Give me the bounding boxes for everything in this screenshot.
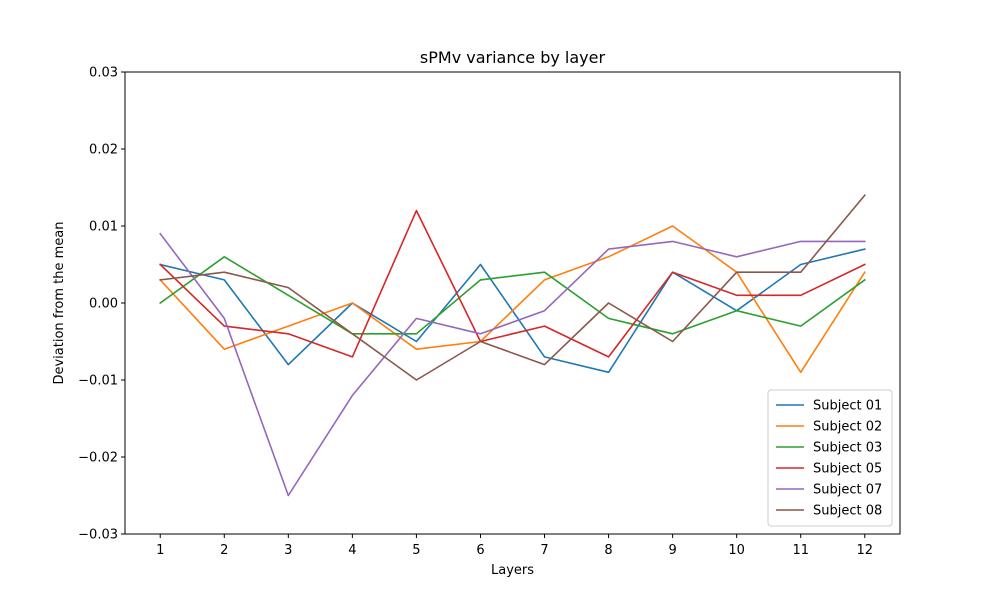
legend-label: Subject 03 bbox=[813, 441, 882, 456]
legend-label: Subject 07 bbox=[813, 483, 882, 498]
legend: Subject 01 Subject 02 Subject 03 Subject 05… bbox=[767, 389, 893, 527]
series-line-5 bbox=[159, 232, 866, 497]
legend-label: Subject 08 bbox=[813, 504, 882, 519]
y-tick-label: −0.01 bbox=[78, 374, 118, 389]
x-tick-label: 3 bbox=[284, 543, 292, 558]
x-tick-label: 7 bbox=[540, 543, 548, 558]
series-line-3 bbox=[159, 255, 866, 335]
x-tick-label: 8 bbox=[604, 543, 612, 558]
x-tick-label: 1 bbox=[156, 543, 164, 558]
y-tick-label: 0.00 bbox=[89, 297, 118, 312]
x-tick-label: 12 bbox=[856, 543, 873, 558]
legend-box bbox=[767, 389, 893, 527]
y-axis-label: Deviation from the mean bbox=[52, 221, 67, 384]
legend-label: Subject 02 bbox=[813, 420, 882, 435]
plot-frame bbox=[124, 71, 901, 535]
series-lines bbox=[159, 194, 866, 497]
x-tick-label: 2 bbox=[220, 543, 228, 558]
x-axis: 1 2 3 4 5 6 7 8 9 10 11 12 bbox=[156, 534, 873, 558]
series-line-6 bbox=[159, 194, 866, 381]
series-line-4 bbox=[159, 209, 866, 358]
x-axis-label: Layers bbox=[491, 563, 534, 578]
y-tick-label: −0.03 bbox=[78, 528, 118, 543]
legend-label: Subject 01 bbox=[813, 399, 882, 414]
y-tick-label: 0.02 bbox=[89, 143, 118, 158]
x-tick-label: 5 bbox=[412, 543, 420, 558]
y-tick-label: −0.02 bbox=[78, 451, 118, 466]
chart-title: sPMv variance by layer bbox=[420, 48, 606, 67]
x-tick-label: 6 bbox=[476, 543, 484, 558]
y-axis: −0.03 −0.02 −0.01 0.00 0.01 0.02 0.03 bbox=[78, 66, 125, 543]
legend-label: Subject 05 bbox=[813, 462, 882, 477]
y-tick-label: 0.03 bbox=[89, 66, 118, 81]
x-tick-label: 4 bbox=[348, 543, 356, 558]
series-line-2 bbox=[159, 225, 866, 374]
x-tick-label: 10 bbox=[728, 543, 745, 558]
x-tick-label: 9 bbox=[668, 543, 676, 558]
y-tick-label: 0.01 bbox=[89, 220, 118, 235]
x-tick-label: 11 bbox=[792, 543, 809, 558]
